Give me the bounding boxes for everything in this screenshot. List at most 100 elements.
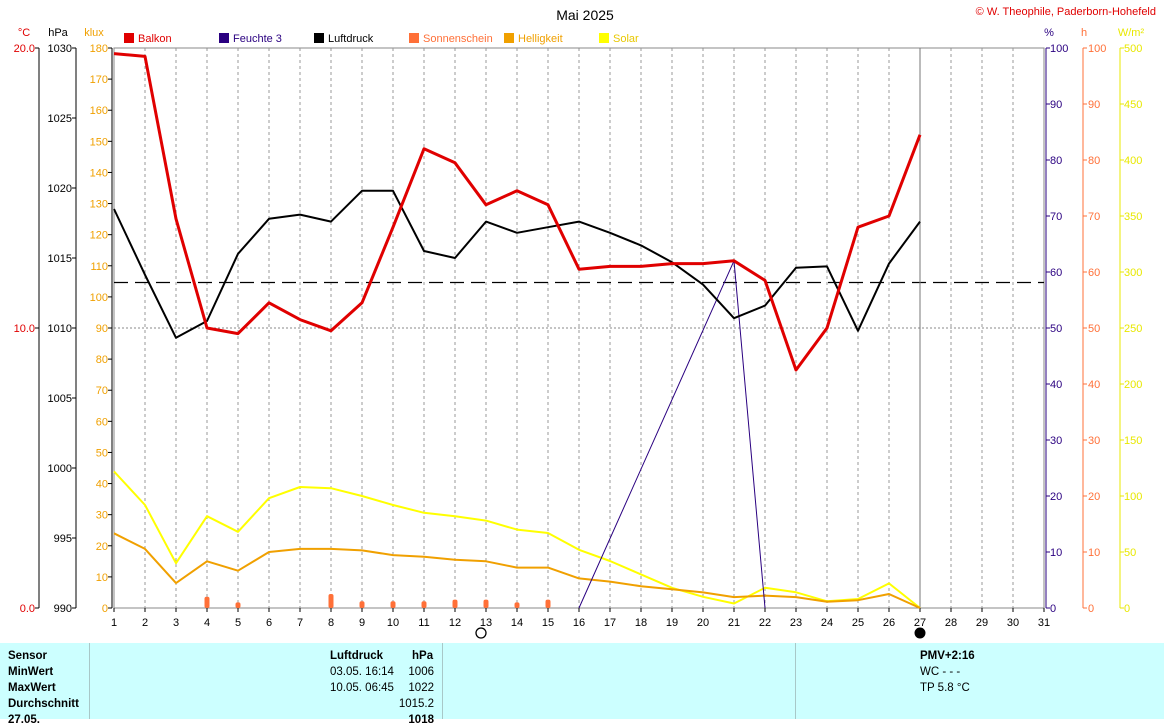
stats-row-value: 1015.2 xyxy=(398,698,434,710)
humidity-axis-tick-label: 60 xyxy=(1050,267,1062,279)
solar-axis-tick-label: 400 xyxy=(1124,155,1142,167)
solar-axis-tick-label: 150 xyxy=(1124,435,1142,447)
x-tick-label: 1 xyxy=(111,617,117,629)
klux-axis-tick-label: 130 xyxy=(90,199,108,211)
x-tick-label: 17 xyxy=(604,617,616,629)
x-tick-label: 7 xyxy=(297,617,303,629)
temp-axis-tick-label: 20.0 xyxy=(14,43,35,55)
stats-row-date: 10.05. 06:45 xyxy=(330,682,394,694)
klux-axis-tick-label: 140 xyxy=(90,167,108,179)
stats-header-sensor: Sensor xyxy=(8,650,47,662)
temp-axis-tick-label: 10.0 xyxy=(14,323,35,335)
klux-axis-unit: klux xyxy=(84,27,104,39)
x-tick-label: 12 xyxy=(449,617,461,629)
x-tick-label: 29 xyxy=(976,617,988,629)
sonnenschein-bar xyxy=(452,599,458,608)
sonnenschein-bar xyxy=(545,599,551,608)
sonnenschein-bar xyxy=(359,601,365,608)
humidity-axis-tick-label: 100 xyxy=(1050,43,1068,55)
pressure-axis-tick-label: 990 xyxy=(54,603,72,615)
x-tick-label: 23 xyxy=(790,617,802,629)
pressure-axis-tick-label: 1015 xyxy=(48,253,72,265)
stats-row-label: 27.05. xyxy=(8,714,40,726)
balkon-line xyxy=(113,52,922,372)
x-tick-label: 10 xyxy=(387,617,399,629)
x-tick-label: 6 xyxy=(266,617,272,629)
wc-value: WC - - - xyxy=(920,666,961,678)
sunshine-axis-tick-label: 10 xyxy=(1088,547,1100,559)
sonnenschein-bar xyxy=(390,601,396,608)
helligkeit-line xyxy=(113,532,921,609)
solar-axis-tick-label: 0 xyxy=(1124,603,1130,615)
klux-axis-tick-label: 10 xyxy=(96,572,108,584)
klux-axis-tick-label: 90 xyxy=(96,323,108,335)
pressure-axis-tick-label: 1020 xyxy=(48,183,72,195)
stats-row-value: 1006 xyxy=(408,666,434,678)
solar-axis-tick-label: 450 xyxy=(1124,99,1142,111)
solar-axis-tick-label: 350 xyxy=(1124,211,1142,223)
sonnenschein-bar xyxy=(328,594,334,608)
sonnenschein-bar xyxy=(514,602,520,608)
humidity-axis-tick-label: 10 xyxy=(1050,547,1062,559)
x-tick-label: 9 xyxy=(359,617,365,629)
x-tick-label: 25 xyxy=(852,617,864,629)
humidity-axis-tick-label: 20 xyxy=(1050,491,1062,503)
x-tick-label: 28 xyxy=(945,617,957,629)
klux-axis-tick-label: 70 xyxy=(96,385,108,397)
tp-value: TP 5.8 °C xyxy=(920,682,970,694)
stats-header-unit: hPa xyxy=(412,650,434,662)
klux-axis-tick-label: 40 xyxy=(96,479,108,491)
solar-axis-tick-label: 50 xyxy=(1124,547,1136,559)
klux-axis-tick-label: 180 xyxy=(90,43,108,55)
legend: Balkon Feuchte 3 Luftdruck Sonnenschein Hell… xyxy=(124,33,639,45)
legend-swatch-feuchte-3 xyxy=(219,33,229,43)
x-tick-label: 27 xyxy=(914,617,926,629)
pressure-axis-tick-label: 1005 xyxy=(48,393,72,405)
full-moon-icon xyxy=(914,627,926,639)
stats-row-date: 03.05. 16:14 xyxy=(330,666,394,678)
x-tick-label: 11 xyxy=(418,617,429,629)
solar-axis-tick-label: 300 xyxy=(1124,267,1142,279)
stats-row-label: MaxWert xyxy=(8,682,56,694)
solar-line xyxy=(113,470,921,609)
legend-label-solar: Solar xyxy=(613,33,639,45)
humidity-axis-tick-label: 50 xyxy=(1050,323,1062,335)
x-tick-label: 15 xyxy=(542,617,554,629)
legend-swatch-solar xyxy=(599,33,609,43)
sonnenschein-bar xyxy=(421,601,427,608)
x-tick-label: 2 xyxy=(142,617,148,629)
humidity-axis-tick-label: 30 xyxy=(1050,435,1062,447)
pressure-axis-tick-label: 1030 xyxy=(48,43,72,55)
chart-title: Mai 2025 xyxy=(556,7,614,23)
legend-swatch-balkon xyxy=(124,33,134,43)
humidity-axis-tick-label: 70 xyxy=(1050,211,1062,223)
x-tick-label: 13 xyxy=(480,617,492,629)
temp-axis-unit: °C xyxy=(18,27,30,39)
sunshine-axis-tick-label: 70 xyxy=(1088,211,1100,223)
sunshine-axis-tick-label: 50 xyxy=(1088,323,1100,335)
x-tick-label: 16 xyxy=(573,617,585,629)
solar-axis-tick-label: 200 xyxy=(1124,379,1142,391)
x-tick-label: 22 xyxy=(759,617,771,629)
x-tick-label: 30 xyxy=(1007,617,1019,629)
sunshine-axis-tick-label: 60 xyxy=(1088,267,1100,279)
x-tick-label: 14 xyxy=(511,617,523,629)
humidity-axis-tick-label: 80 xyxy=(1050,155,1062,167)
sonnenschein-bar xyxy=(235,602,241,608)
x-tick-label: 26 xyxy=(883,617,895,629)
sunshine-axis-tick-label: 40 xyxy=(1088,379,1100,391)
x-tick-label: 4 xyxy=(204,617,210,629)
stats-header-quantity: Luftdruck xyxy=(330,650,384,662)
sunshine-axis-tick-label: 90 xyxy=(1088,99,1100,111)
temp-axis-tick-label: 0.0 xyxy=(20,603,35,615)
humidity-axis-tick-label: 90 xyxy=(1050,99,1062,111)
klux-axis-tick-label: 170 xyxy=(90,74,108,86)
humidity-axis-unit: % xyxy=(1044,27,1054,39)
pmv-value: PMV+2:16 xyxy=(920,650,975,662)
klux-axis-tick-label: 100 xyxy=(90,292,108,304)
pressure-axis-tick-label: 995 xyxy=(54,533,72,545)
sunshine-axis-tick-label: 30 xyxy=(1088,435,1100,447)
legend-label-sonnenschein: Sonnenschein xyxy=(423,33,493,45)
copyright-text: © W. Theophile, Paderborn-Hohefeld xyxy=(976,6,1156,18)
klux-axis-tick-label: 150 xyxy=(90,136,108,148)
